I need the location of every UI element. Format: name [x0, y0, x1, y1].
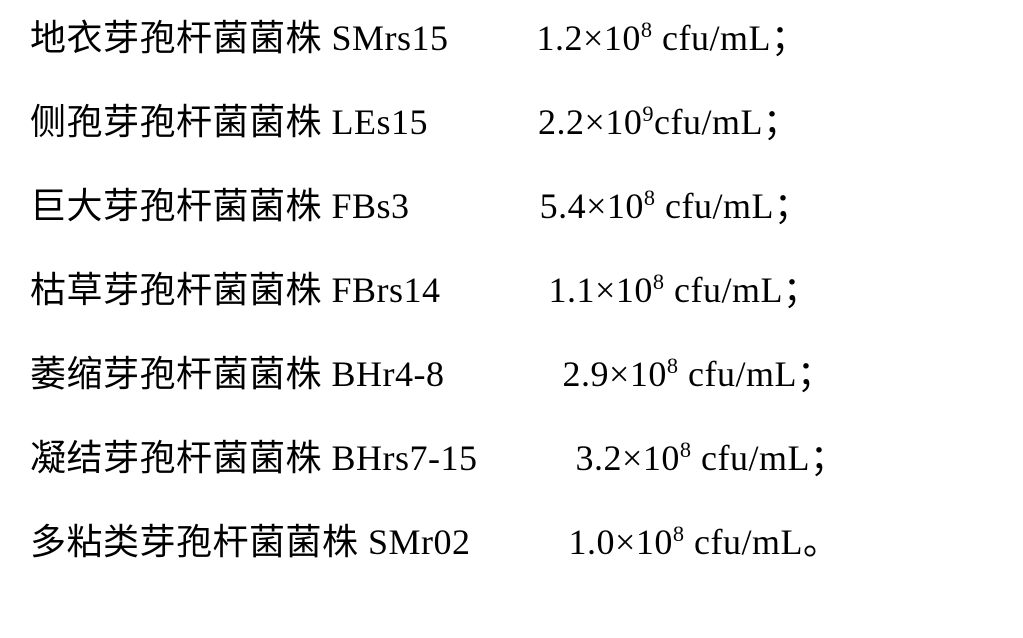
- exponent: 8: [644, 185, 656, 210]
- times-sign: ×10: [615, 522, 673, 562]
- concentration-value: 1.0×108 cfu/mL。: [569, 524, 840, 560]
- concentration-value: 5.4×108 cfu/mL；: [540, 188, 811, 224]
- strain-row: 地衣芽孢杆菌菌株 SMrs15 1.2×108 cfu/mL；: [30, 20, 993, 56]
- strain-row: 多粘类芽孢杆菌菌株 SMr02 1.0×108 cfu/mL。: [30, 524, 993, 560]
- exponent: 8: [641, 17, 653, 42]
- times-sign: ×10: [595, 270, 653, 310]
- tail-punct: ；: [783, 270, 820, 310]
- strain-name-cn: 凝结芽孢杆菌菌株: [30, 438, 322, 478]
- unit: cfu/mL: [674, 270, 783, 310]
- unit: cfu/mL: [665, 186, 774, 226]
- strain-row: 萎缩芽孢杆菌菌株 BHr4-8 2.9×108 cfu/mL；: [30, 356, 993, 392]
- strain-code: BHrs7-15: [332, 438, 478, 478]
- label-space: [322, 354, 332, 394]
- coefficient: 1.2: [537, 18, 584, 58]
- strain-code: SMrs15: [332, 18, 449, 58]
- label-space: [322, 102, 332, 142]
- exponent: 9: [642, 101, 654, 126]
- unit-space: [691, 438, 701, 478]
- strain-label: 萎缩芽孢杆菌菌株 BHr4-8: [30, 356, 445, 392]
- strain-label: 多粘类芽孢杆菌菌株 SMr02: [30, 524, 471, 560]
- strain-name-cn: 多粘类芽孢杆菌菌株: [30, 522, 359, 562]
- unit-space: [685, 522, 695, 562]
- coefficient: 1.1: [549, 270, 596, 310]
- strain-row: 巨大芽孢杆菌菌株 FBs3 5.4×108 cfu/mL；: [30, 188, 993, 224]
- exponent: 8: [653, 269, 665, 294]
- strain-name-cn: 萎缩芽孢杆菌菌株: [30, 354, 322, 394]
- concentration-value: 2.2×109cfu/mL；: [538, 104, 799, 140]
- strain-label: 侧孢芽孢杆菌菌株 LEs15: [30, 104, 428, 140]
- unit-space: [653, 18, 663, 58]
- tail-punct: ；: [771, 18, 808, 58]
- strain-name-cn: 枯草芽孢杆菌菌株: [30, 270, 322, 310]
- tail-punct: ；: [810, 438, 847, 478]
- strain-code: LEs15: [332, 102, 429, 142]
- times-sign: ×10: [622, 438, 680, 478]
- strain-label: 凝结芽孢杆菌菌株 BHrs7-15: [30, 440, 478, 476]
- unit-space: [678, 354, 688, 394]
- coefficient: 2.2: [538, 102, 585, 142]
- strain-code: SMr02: [368, 522, 471, 562]
- label-space: [322, 270, 332, 310]
- tail-punct: 。: [803, 522, 840, 562]
- strain-name-cn: 巨大芽孢杆菌菌株: [30, 186, 322, 226]
- document-page: 地衣芽孢杆菌菌株 SMrs151.2×108 cfu/mL；侧孢芽孢杆菌菌株 L…: [0, 0, 1023, 580]
- exponent: 8: [673, 521, 685, 546]
- strain-code: BHr4-8: [332, 354, 445, 394]
- unit: cfu/mL: [654, 102, 763, 142]
- label-space: [322, 438, 332, 478]
- concentration-value: 2.9×108 cfu/mL；: [563, 356, 834, 392]
- strain-row: 凝结芽孢杆菌菌株 BHrs7-15 3.2×108 cfu/mL；: [30, 440, 993, 476]
- unit-space: [665, 270, 675, 310]
- strain-row: 侧孢芽孢杆菌菌株 LEs15 2.2×109cfu/mL；: [30, 104, 993, 140]
- strain-name-cn: 地衣芽孢杆菌菌株: [30, 18, 322, 58]
- coefficient: 3.2: [576, 438, 623, 478]
- strain-label: 枯草芽孢杆菌菌株 FBrs14: [30, 272, 441, 308]
- unit: cfu/mL: [694, 522, 803, 562]
- concentration-value: 3.2×108 cfu/mL；: [576, 440, 847, 476]
- label-space: [322, 18, 332, 58]
- unit-space: [656, 186, 666, 226]
- strain-label: 地衣芽孢杆菌菌株 SMrs15: [30, 20, 449, 56]
- unit: cfu/mL: [688, 354, 797, 394]
- times-sign: ×10: [585, 102, 643, 142]
- unit: cfu/mL: [701, 438, 810, 478]
- coefficient: 2.9: [563, 354, 610, 394]
- strain-row: 枯草芽孢杆菌菌株 FBrs14 1.1×108 cfu/mL；: [30, 272, 993, 308]
- strain-label: 巨大芽孢杆菌菌株 FBs3: [30, 188, 410, 224]
- coefficient: 5.4: [540, 186, 587, 226]
- times-sign: ×10: [586, 186, 644, 226]
- concentration-value: 1.1×108 cfu/mL；: [549, 272, 820, 308]
- times-sign: ×10: [609, 354, 667, 394]
- strain-code: FBrs14: [332, 270, 441, 310]
- label-space: [322, 186, 332, 226]
- concentration-value: 1.2×108 cfu/mL；: [537, 20, 808, 56]
- exponent: 8: [680, 437, 692, 462]
- unit: cfu/mL: [662, 18, 771, 58]
- label-space: [359, 522, 369, 562]
- tail-punct: ；: [774, 186, 811, 226]
- tail-punct: ；: [763, 102, 800, 142]
- coefficient: 1.0: [569, 522, 616, 562]
- exponent: 8: [667, 353, 679, 378]
- times-sign: ×10: [583, 18, 641, 58]
- strain-code: FBs3: [332, 186, 410, 226]
- tail-punct: ；: [797, 354, 834, 394]
- strain-name-cn: 侧孢芽孢杆菌菌株: [30, 102, 322, 142]
